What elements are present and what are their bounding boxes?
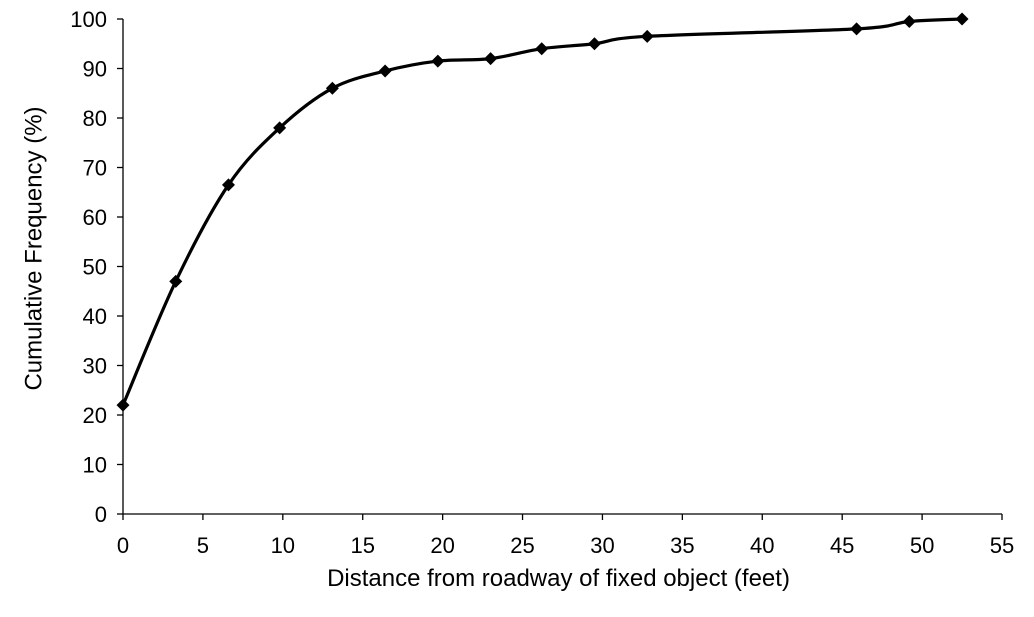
y-tick-label: 30 [83, 354, 107, 379]
x-ticks: 0 5 10 15 20 25 30 35 40 45 50 55 [117, 514, 1014, 558]
data-point-marker [378, 64, 392, 78]
x-tick-label: 10 [271, 533, 295, 558]
x-tick-label: 0 [117, 533, 129, 558]
data-point-marker [955, 12, 969, 26]
y-tick-label: 70 [83, 156, 107, 181]
y-tick-label: 100 [70, 7, 107, 32]
x-tick-label: 50 [910, 533, 934, 558]
y-tick-label: 20 [83, 403, 107, 428]
data-point-marker [902, 14, 916, 28]
y-tick-label: 60 [83, 205, 107, 230]
y-tick-label: 90 [83, 57, 107, 82]
data-point-marker [273, 121, 287, 135]
y-ticks: 0 10 20 30 40 50 60 70 80 90 100 [70, 7, 123, 527]
data-point-marker [484, 52, 498, 66]
x-tick-label: 55 [990, 533, 1014, 558]
series-layer [116, 12, 969, 412]
x-axis-title: Distance from roadway of fixed object (f… [327, 565, 790, 592]
data-point-marker [169, 274, 183, 288]
x-tick-label: 45 [830, 533, 854, 558]
data-point-marker [535, 42, 549, 56]
y-tick-label: 80 [83, 106, 107, 131]
data-point-marker [850, 22, 864, 36]
x-tick-label: 5 [197, 533, 209, 558]
x-tick-label: 35 [670, 533, 694, 558]
y-tick-label: 40 [83, 304, 107, 329]
y-tick-label: 10 [83, 453, 107, 478]
x-tick-label: 30 [590, 533, 614, 558]
y-axis-title: Cumulative Frequency (%) [20, 106, 47, 390]
data-point-marker [640, 29, 654, 43]
data-point-marker [587, 37, 601, 51]
series-line [121, 17, 964, 407]
data-point-marker [431, 54, 445, 68]
axes [122, 19, 1002, 515]
data-point-marker [325, 81, 339, 95]
x-tick-label: 25 [510, 533, 534, 558]
y-tick-label: 0 [95, 502, 107, 527]
x-tick-label: 15 [350, 533, 374, 558]
y-tick-label: 50 [83, 255, 107, 280]
x-tick-label: 20 [430, 533, 454, 558]
x-tick-label: 40 [750, 533, 774, 558]
data-point-marker [221, 178, 235, 192]
data-point-marker [116, 398, 130, 412]
